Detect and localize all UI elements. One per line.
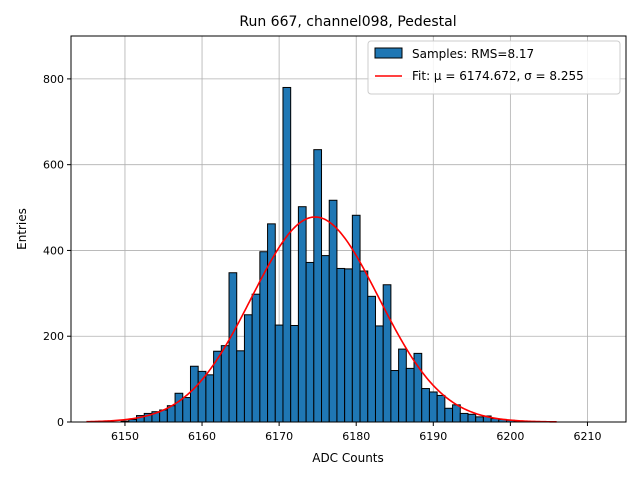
histogram-bar xyxy=(243,314,253,423)
histogram-bar xyxy=(313,149,323,423)
histogram-bar xyxy=(344,268,353,423)
y-tick-label: 400 xyxy=(43,244,64,257)
histogram-bar xyxy=(405,367,415,423)
histogram-bar xyxy=(367,295,376,423)
legend: Samples: RMS=8.17 Fit: μ = 6174.672, σ =… xyxy=(367,40,621,95)
y-axis-label: Entries xyxy=(15,208,29,250)
legend-swatch-samples xyxy=(374,47,403,59)
histogram-bar xyxy=(236,350,245,423)
histogram-bar xyxy=(382,284,392,423)
histogram-bar xyxy=(444,407,454,423)
x-tick-label: 6190 xyxy=(419,430,447,443)
y-tick-label: 800 xyxy=(43,73,64,86)
histogram-bar xyxy=(220,345,230,423)
histogram-bar xyxy=(452,404,461,423)
histogram-bar xyxy=(305,261,315,423)
x-tick-label: 6170 xyxy=(265,430,293,443)
histogram-bar xyxy=(374,325,384,423)
y-axis-ticks: 0 200 400 600 800 xyxy=(43,73,71,429)
histogram-bar xyxy=(328,199,338,423)
histogram-bar xyxy=(459,412,469,423)
y-tick-label: 0 xyxy=(57,416,64,429)
histogram-bars xyxy=(120,86,523,423)
histogram-bar xyxy=(428,391,438,423)
chart-title: Run 667, channel098, Pedestal xyxy=(239,14,456,30)
histogram-bar xyxy=(259,251,269,423)
histogram-bar xyxy=(267,223,276,423)
histogram-bar xyxy=(359,270,369,423)
legend-box xyxy=(367,40,621,95)
histogram-bar xyxy=(321,255,330,423)
histogram-bar xyxy=(390,370,400,423)
histogram-bar xyxy=(189,365,199,423)
histogram-bar xyxy=(398,348,407,423)
x-axis-label: ADC Counts xyxy=(312,451,384,465)
x-axis-ticks: 6150 6160 6170 6180 6190 6200 6210 xyxy=(111,422,601,443)
x-tick-label: 6210 xyxy=(573,430,601,443)
histogram-bar xyxy=(274,324,284,423)
histogram-bar xyxy=(282,86,292,423)
histogram-bar xyxy=(421,388,430,423)
x-tick-label: 6180 xyxy=(342,430,370,443)
histogram-bar xyxy=(297,206,307,423)
x-tick-label: 6200 xyxy=(496,430,524,443)
histogram-bar xyxy=(475,416,484,423)
histogram-bar xyxy=(336,267,346,423)
histogram-bar xyxy=(290,325,299,423)
histogram-bar xyxy=(228,272,238,423)
histogram-bar xyxy=(351,214,361,423)
histogram-bar xyxy=(182,397,191,423)
plot-frame xyxy=(70,35,627,423)
histogram-bar xyxy=(251,293,261,423)
histogram-bar xyxy=(205,374,215,423)
histogram-bar xyxy=(436,394,446,423)
x-tick-label: 6150 xyxy=(111,430,139,443)
y-tick-label: 200 xyxy=(43,330,64,343)
x-tick-label: 6160 xyxy=(188,430,216,443)
histogram-bar xyxy=(174,392,184,423)
legend-label-fit: Fit: μ = 6174.672, σ = 8.255 xyxy=(412,69,584,83)
y-tick-label: 600 xyxy=(43,159,64,172)
histogram-bar xyxy=(467,413,477,423)
legend-label-samples: Samples: RMS=8.17 xyxy=(412,47,534,61)
fit-curve xyxy=(86,216,557,423)
